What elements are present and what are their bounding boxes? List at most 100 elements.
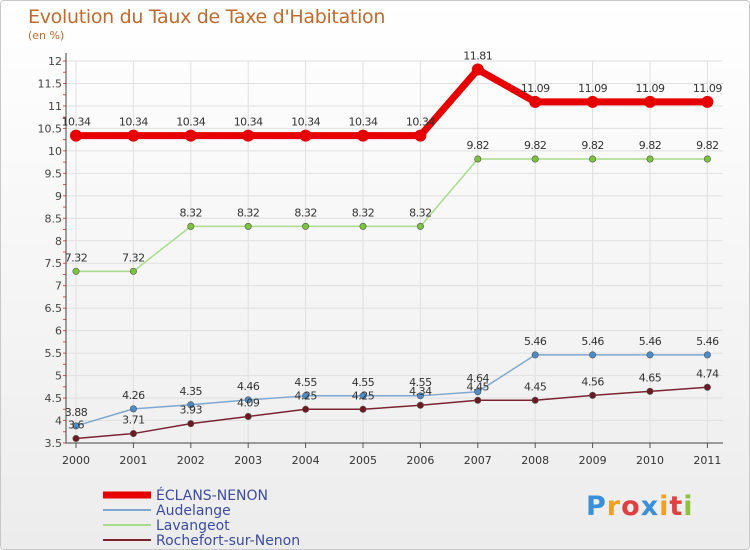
legend-label: Audelange — [156, 503, 231, 519]
data-label: 3.71 — [122, 414, 145, 427]
logo-letter: t — [669, 491, 684, 522]
x-tick-label: 2006 — [406, 454, 434, 467]
chart-title: Evolution du Taux de Taxe d'Habitation — [28, 6, 386, 28]
series-rochefort-sur-nenon — [72, 383, 711, 443]
y-tick-label: 5 — [55, 370, 62, 383]
data-point — [529, 95, 542, 108]
x-tick-label: 2007 — [464, 454, 492, 467]
y-tick-label: 6 — [55, 325, 62, 338]
legend-label: Rochefort-sur-Nenon — [156, 533, 300, 549]
data-label: 4.55 — [352, 376, 375, 389]
series-line — [75, 386, 708, 440]
proxiti-logo: Proxiti — [586, 491, 694, 522]
y-tick-label: 9 — [55, 190, 62, 203]
data-label: 5.46 — [524, 335, 547, 348]
data-point — [244, 412, 252, 420]
data-point — [589, 351, 597, 359]
data-label: 4.65 — [639, 371, 662, 384]
data-point — [302, 392, 310, 400]
y-tick-label: 10 — [48, 145, 62, 158]
data-point — [414, 129, 427, 142]
data-label: 11.81 — [463, 50, 492, 63]
data-label: 8.32 — [294, 206, 317, 219]
legend-label: Lavangeot — [156, 518, 230, 534]
data-label: 4.45 — [467, 380, 490, 393]
data-label: 3.93 — [180, 404, 203, 417]
data-label: 11.09 — [521, 82, 550, 95]
data-label: 4.64 — [467, 372, 490, 385]
legend: ÉCLANS-NENONAudelangeLavangeotRochefort-… — [103, 487, 300, 549]
data-point — [357, 129, 369, 142]
data-point — [531, 155, 539, 163]
data-point — [416, 392, 424, 400]
data-point — [359, 392, 367, 400]
data-point — [244, 396, 252, 404]
logo-letter: o — [621, 491, 641, 522]
data-point — [646, 387, 654, 395]
data-point — [474, 155, 482, 163]
data-label: 5.46 — [639, 335, 662, 348]
data-point — [531, 351, 539, 359]
data-label: 4.35 — [180, 385, 203, 398]
data-point — [416, 401, 424, 409]
data-label: 4.09 — [237, 396, 260, 409]
y-tick-label: 8.5 — [45, 212, 63, 225]
series-line — [76, 158, 708, 273]
data-point — [129, 430, 137, 438]
x-tick-label: 2011 — [693, 454, 721, 467]
data-point — [244, 222, 252, 230]
data-point — [644, 95, 656, 108]
data-label: 10.34 — [62, 116, 91, 129]
data-label: 4.26 — [122, 389, 145, 402]
y-tick-label: 6.5 — [45, 302, 63, 315]
data-point — [72, 435, 80, 443]
data-point — [589, 155, 597, 163]
data-point — [703, 351, 711, 359]
data-point — [72, 267, 80, 275]
data-label: 11.09 — [693, 82, 722, 95]
x-tick-label: 2010 — [636, 454, 664, 467]
data-point — [70, 129, 82, 142]
data-label: 4.55 — [294, 376, 317, 389]
data-label: 9.82 — [696, 139, 719, 152]
data-point — [72, 422, 80, 430]
data-label: 7.32 — [122, 251, 145, 264]
x-tick-label: 2002 — [177, 454, 205, 467]
y-tick-label: 12 — [48, 55, 62, 68]
y-tick-label: 10.5 — [38, 122, 63, 135]
data-label: 3.6 — [68, 419, 84, 432]
data-point — [474, 396, 482, 404]
y-tick-label: 11.5 — [38, 77, 63, 90]
data-label: 7.32 — [65, 251, 88, 264]
data-label: 4.25 — [294, 389, 317, 402]
series-e-clans-nenon — [70, 63, 714, 142]
data-point — [703, 383, 711, 391]
series-lavangeot — [72, 155, 711, 275]
data-point — [701, 95, 714, 108]
x-tick-label: 2003 — [234, 454, 262, 467]
data-point — [127, 129, 140, 142]
x-tick-label: 2001 — [119, 454, 147, 467]
data-label: 3.88 — [65, 406, 88, 419]
logo-letter: P — [586, 491, 607, 522]
data-point — [531, 396, 539, 404]
data-label: 11.09 — [578, 82, 607, 95]
logo-letter: i — [659, 491, 670, 522]
x-tick-label: 2005 — [349, 454, 377, 467]
data-point — [471, 63, 484, 76]
data-label: 10.34 — [291, 116, 320, 129]
y-tick-label: 4 — [55, 415, 62, 428]
data-label: 8.32 — [352, 206, 375, 219]
data-label: 8.32 — [409, 206, 432, 219]
data-point — [184, 129, 197, 142]
data-point — [187, 420, 195, 428]
y-tick-label: 4.5 — [45, 392, 63, 405]
data-point — [586, 95, 599, 108]
series-audelange — [72, 351, 711, 430]
data-point — [646, 351, 654, 359]
y-tick-label: 5.5 — [45, 347, 63, 360]
x-tick-label: 2000 — [62, 454, 90, 467]
data-label: 10.34 — [406, 116, 435, 129]
